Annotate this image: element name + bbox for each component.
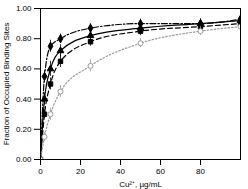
svg-text:20: 20 (76, 167, 85, 176)
svg-text:1.00: 1.00 (16, 4, 32, 13)
svg-text:0.80: 0.80 (16, 34, 32, 43)
svg-text:Cu²⁺, µg/mL: Cu²⁺, µg/mL (119, 180, 162, 189)
svg-text:60: 60 (156, 167, 165, 176)
svg-text:40: 40 (116, 167, 125, 176)
svg-text:0.60: 0.60 (16, 64, 32, 73)
svg-text:0.00: 0.00 (16, 155, 32, 164)
svg-text:0.40: 0.40 (16, 95, 32, 104)
svg-text:80: 80 (196, 167, 205, 176)
svg-text:0: 0 (38, 167, 43, 176)
svg-text:0.20: 0.20 (16, 125, 32, 134)
svg-text:Fraction of Occupied Binding S: Fraction of Occupied Binding Sites (2, 23, 11, 146)
